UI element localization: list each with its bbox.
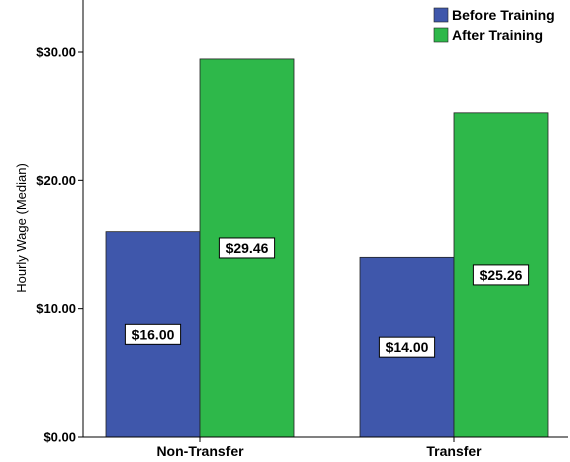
data-label: $25.26 xyxy=(480,267,523,283)
y-tick-label: $0.00 xyxy=(43,430,76,445)
x-category-label: Transfer xyxy=(426,443,482,459)
data-label: $16.00 xyxy=(132,326,175,342)
legend: Before Training After Training xyxy=(433,7,555,43)
x-category-label: Non-Transfer xyxy=(156,443,244,459)
legend-label: Before Training xyxy=(452,7,555,23)
y-axis-ticks: $0.00 $10.00 $20.00 $30.00 xyxy=(36,45,83,445)
y-tick-label: $20.00 xyxy=(36,173,76,188)
data-label-box xyxy=(124,323,182,345)
data-label-box xyxy=(218,237,276,259)
x-axis-categories: Non-Transfer Transfer xyxy=(156,437,482,459)
legend-label: After Training xyxy=(452,27,543,43)
y-axis-title: Hourly Wage (Median) xyxy=(14,163,29,293)
data-label-box xyxy=(378,336,436,358)
plot-area: $16.00 $29.46 $14.00 $25.26 xyxy=(105,58,549,438)
legend-swatch xyxy=(433,7,449,23)
data-label-box xyxy=(472,264,530,286)
y-tick-label: $10.00 xyxy=(36,301,76,316)
y-tick-label: $30.00 xyxy=(36,45,76,60)
data-label: $29.46 xyxy=(226,240,269,256)
data-label: $14.00 xyxy=(386,339,429,355)
legend-swatch xyxy=(433,27,449,43)
